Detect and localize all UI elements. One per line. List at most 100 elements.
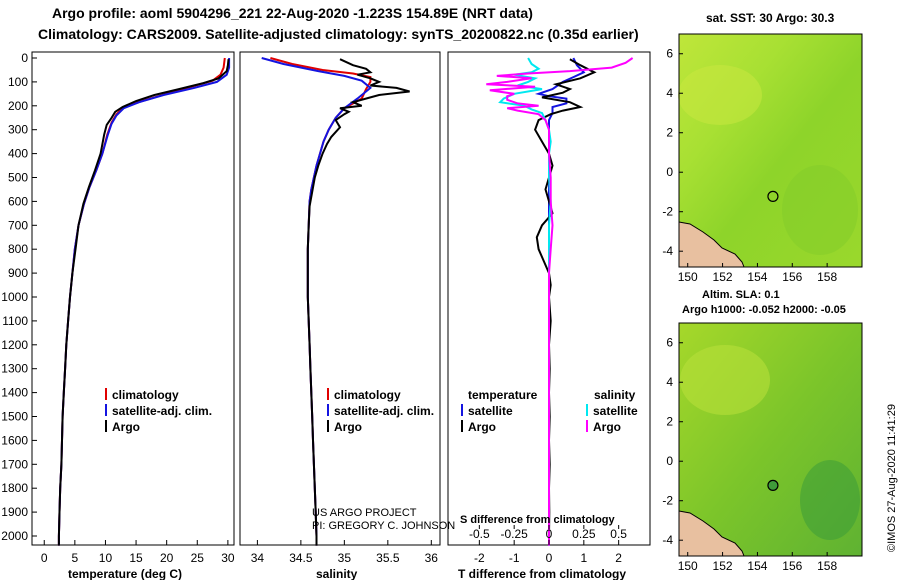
salinity-xlabel: salinity xyxy=(316,567,358,580)
sla-low-patch xyxy=(800,460,860,540)
temperature-lines xyxy=(57,57,231,546)
lat-tick-label: 0 xyxy=(666,454,673,468)
salinity-plot-frame xyxy=(239,51,441,546)
lon-tick-label: 158 xyxy=(817,559,837,573)
depth-tick-label: 1700 xyxy=(1,457,28,471)
legend-header-salinity: salinity xyxy=(594,388,636,402)
legend-temp-satellite: satellite xyxy=(468,404,513,418)
x-tick-label: 25 xyxy=(191,551,205,565)
depth-tick-label: 100 xyxy=(8,75,28,89)
difference-lines xyxy=(486,57,634,546)
lat-tick-label: 4 xyxy=(666,375,673,389)
lat-tick-label: 4 xyxy=(666,86,673,100)
project-annotation: US ARGO PROJECT xyxy=(312,507,417,519)
depth-axis: 0 100 200 300 400 500 600 700 800 900 1000 1100 1200… xyxy=(1,51,37,543)
x-tick-label: 10 xyxy=(99,551,113,565)
depth-tick-label: 1400 xyxy=(1,386,28,400)
x-tick-label: 1 xyxy=(580,551,587,565)
legend-sal-satellite: satellite xyxy=(593,404,638,418)
series-climatology xyxy=(57,57,226,546)
sst-map-title: sat. SST: 30 Argo: 30.3 xyxy=(706,11,835,25)
depth-tick-label: 1000 xyxy=(1,290,28,304)
salinity-x-axis: 34 34.5 35 35.5 36 xyxy=(251,540,439,565)
legend-satellite-adj: satellite-adj. clim. xyxy=(334,404,434,418)
salinity-panel: 34 34.5 35 35.5 36 salinity climatology sate… xyxy=(239,51,455,580)
depth-tick-label: 1800 xyxy=(1,481,28,495)
argo-location-marker xyxy=(767,190,779,202)
depth-tick-label: 800 xyxy=(8,242,28,256)
pi-annotation: PI: GREGORY C. JOHNSON xyxy=(312,520,455,532)
legend-temp-argo: Argo xyxy=(468,420,496,434)
lat-tick-label: -2 xyxy=(662,494,673,508)
depth-tick-label: 1300 xyxy=(1,362,28,376)
lon-tick-label: 154 xyxy=(747,559,767,573)
lon-tick-label: 156 xyxy=(782,270,802,284)
lon-tick-label: 150 xyxy=(678,270,698,284)
series-argo xyxy=(306,58,410,546)
sla-map-axes: 150 152 154 156 158 6 4 2 0 -2 -4 xyxy=(662,336,837,573)
legend-header-temperature: temperature xyxy=(468,388,538,402)
depth-tick-label: 1600 xyxy=(1,433,28,447)
temperature-plot-frame xyxy=(31,51,235,546)
sla-map-title: Altim. SLA: 0.1 xyxy=(702,289,780,301)
salinity-difference-axis: -0.5 -0.25 0 0.25 0.5 xyxy=(469,525,627,541)
s-tick-label: 0 xyxy=(546,527,553,541)
depth-tick-label: 1200 xyxy=(1,338,28,352)
depth-tick-label: 2000 xyxy=(1,529,28,543)
salinity-legend: climatology satellite-adj. clim. Argo xyxy=(327,388,434,434)
s-tick-label: -0.25 xyxy=(500,527,528,541)
series-argo xyxy=(57,59,230,546)
series-climatology xyxy=(270,57,372,546)
x-tick-label: -2 xyxy=(474,551,485,565)
difference-x-axis: -2 -1 0 1 2 xyxy=(474,540,622,565)
sla-high-patch xyxy=(680,345,770,415)
s-tick-label: -0.5 xyxy=(469,527,490,541)
lat-tick-label: -4 xyxy=(662,244,673,258)
lon-tick-label: 156 xyxy=(782,559,802,573)
x-tick-label: 36 xyxy=(425,551,439,565)
lat-tick-label: 6 xyxy=(666,336,673,350)
depth-tick-label: 400 xyxy=(8,147,28,161)
x-tick-label: 0 xyxy=(41,551,48,565)
temperature-panel: 0100200300400500600700800900100011001200… xyxy=(1,51,235,580)
x-tick-label: 15 xyxy=(129,551,143,565)
sla-map-frame xyxy=(678,322,863,557)
credit-text: ©IMOS 27-Aug-2020 11:41:29 xyxy=(886,404,898,552)
series-salinity-satellite xyxy=(498,57,552,546)
depth-tick-label: 200 xyxy=(8,99,28,113)
s-tick-label: 0.25 xyxy=(572,527,596,541)
depth-tick-label: 0 xyxy=(21,51,28,65)
legend-argo: Argo xyxy=(334,420,362,434)
depth-tick-label: 900 xyxy=(8,266,28,280)
lon-tick-label: 152 xyxy=(713,270,733,284)
x-tick-label: 2 xyxy=(615,551,622,565)
legend-climatology: climatology xyxy=(112,388,179,402)
lat-tick-label: -2 xyxy=(662,205,673,219)
legend-satellite-adj: satellite-adj. clim. xyxy=(112,404,212,418)
depth-tick-label: 1100 xyxy=(2,314,28,328)
legend-argo: Argo xyxy=(112,420,140,434)
lat-tick-label: 6 xyxy=(666,47,673,61)
depth-tick-label: 500 xyxy=(8,171,28,185)
x-tick-label: 34 xyxy=(251,551,265,565)
lon-tick-label: 152 xyxy=(713,559,733,573)
difference-panel: -2 -1 0 1 2 -0.5 -0.25 0 0.25 0.5 S difference f… xyxy=(447,51,651,580)
title-line-2: Climatology: CARS2009. Satellite-adjuste… xyxy=(38,26,639,42)
sst-map-axes: 150 152 154 156 158 6 4 2 0 -2 -4 xyxy=(662,47,837,284)
x-tick-label: 35.5 xyxy=(376,551,400,565)
sla-map: Altim. SLA: 0.1 Argo h1000: -0.052 h2000… xyxy=(662,289,863,573)
sst-map-frame xyxy=(678,33,863,268)
lat-tick-label: 0 xyxy=(666,165,673,179)
sst-warm-patch xyxy=(678,65,762,125)
lon-tick-label: 150 xyxy=(678,559,698,573)
series-temperature-satellite xyxy=(534,57,586,546)
series-temperature-argo xyxy=(534,58,597,546)
series-salinity-argo xyxy=(486,57,634,546)
legend-climatology: climatology xyxy=(334,388,401,402)
depth-tick-label: 1500 xyxy=(1,410,28,424)
series-satellite-adj-clim- xyxy=(261,57,372,546)
legend-sal-argo: Argo xyxy=(593,420,621,434)
lat-tick-label: 2 xyxy=(666,415,673,429)
s-difference-label: S difference from climatology xyxy=(460,514,616,526)
